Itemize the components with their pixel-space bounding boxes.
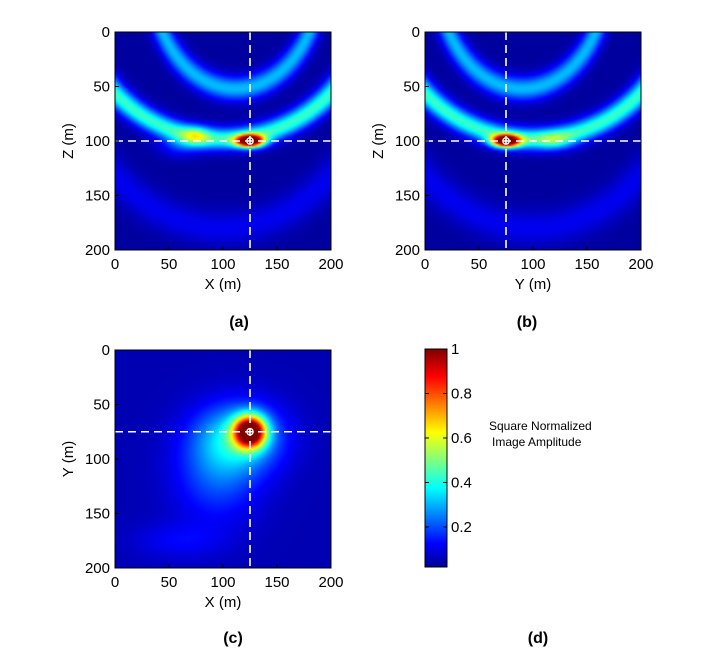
panel-a-y-axis-label: Z (m) xyxy=(60,123,77,159)
x-tick-label: 150 xyxy=(264,256,289,273)
colorbar-frame xyxy=(424,348,448,568)
x-tick-label: 50 xyxy=(161,256,178,273)
y-tick-label: 100 xyxy=(85,133,110,150)
panel-a-x-ticks: 0 50 100 150 200 xyxy=(111,246,344,273)
panel-c-heatmap xyxy=(115,350,331,568)
colorbar-panel: 0.2 0.4 0.6 0.8 1 Square Normalized Image Am… xyxy=(424,341,592,647)
y-tick-label: 150 xyxy=(85,506,110,523)
panel-a-x-axis-label: X (m) xyxy=(205,276,242,293)
colorbar-tick-label: 0.8 xyxy=(451,385,472,402)
x-tick-label: 100 xyxy=(520,256,545,273)
y-tick-label: 100 xyxy=(85,451,110,468)
panel-a-crosshair xyxy=(115,32,331,250)
y-tick-label: 50 xyxy=(403,79,420,96)
panel-c-x-ticks: 0 50 100 150 200 xyxy=(111,564,344,591)
y-tick-label: 200 xyxy=(85,242,110,259)
colorbar-caption: (d) xyxy=(528,630,548,647)
source-location-marker xyxy=(246,137,254,145)
y-tick-label: 50 xyxy=(93,79,110,96)
panel-b-x-axis-label: Y (m) xyxy=(515,276,551,293)
y-tick-label: 150 xyxy=(395,188,420,205)
y-tick-label: 200 xyxy=(85,560,110,577)
panel-c-y-ticks: 0 50 100 150 200 xyxy=(85,342,119,577)
panel-c-caption: (c) xyxy=(223,630,243,647)
x-tick-label: 200 xyxy=(628,256,653,273)
y-tick-label: 100 xyxy=(395,133,420,150)
x-tick-label: 150 xyxy=(264,574,289,591)
panel-a-y-ticks: 0 50 100 150 200 xyxy=(85,24,119,259)
y-tick-label: 0 xyxy=(412,24,420,41)
x-tick-label: 0 xyxy=(421,256,429,273)
panel-c-x-axis-label: X (m) xyxy=(205,594,242,611)
y-tick-label: 150 xyxy=(85,188,110,205)
panel-a-xz-slice: 0 50 100 150 200 0 50 100 150 200 X (m) Z (m) (a… xyxy=(60,24,344,331)
x-tick-label: 50 xyxy=(161,574,178,591)
x-tick-label: 150 xyxy=(574,256,599,273)
panel-b-y-axis-label: Z (m) xyxy=(370,123,387,159)
panel-b-caption: (b) xyxy=(517,314,537,331)
y-tick-label: 0 xyxy=(102,342,110,359)
colorbar-gradient xyxy=(425,349,447,567)
colorbar-title-line-2: Image Amplitude xyxy=(492,435,582,449)
colorbar-tick-label: 0.4 xyxy=(451,474,472,491)
x-tick-label: 100 xyxy=(210,574,235,591)
colorbar-title-line-1: Square Normalized xyxy=(489,419,592,433)
colorbar-ticks: 0.2 0.4 0.6 0.8 1 xyxy=(425,341,472,536)
y-tick-label: 0 xyxy=(102,24,110,41)
x-tick-label: 200 xyxy=(318,574,343,591)
colorbar-tick-label: 0.6 xyxy=(451,430,472,447)
panel-c-y-axis-label: Y (m) xyxy=(60,441,77,477)
colorbar-tick-label: 0.2 xyxy=(451,519,472,536)
panel-b-crosshair xyxy=(425,32,641,250)
y-tick-label: 50 xyxy=(93,397,110,414)
source-location-marker xyxy=(502,137,510,145)
x-tick-label: 100 xyxy=(210,256,235,273)
panel-c-xy-slice: 0 50 100 150 200 0 50 100 150 200 X (m) Y (m) (c… xyxy=(60,342,344,647)
colorbar-tick-label: 1 xyxy=(451,341,459,358)
x-tick-label: 0 xyxy=(111,256,119,273)
panel-a-caption: (a) xyxy=(229,314,249,331)
panel-c-crosshair xyxy=(115,350,331,568)
source-location-marker xyxy=(246,427,254,436)
panel-b-yz-slice: 0 50 100 150 200 0 50 100 150 200 Y (m) Z (m) (b… xyxy=(370,24,654,331)
x-tick-label: 0 xyxy=(111,574,119,591)
x-tick-label: 50 xyxy=(471,256,488,273)
panel-b-y-ticks: 0 50 100 150 200 xyxy=(395,24,429,259)
panel-b-x-ticks: 0 50 100 150 200 xyxy=(421,246,654,273)
y-tick-label: 200 xyxy=(395,242,420,259)
x-tick-label: 200 xyxy=(318,256,343,273)
